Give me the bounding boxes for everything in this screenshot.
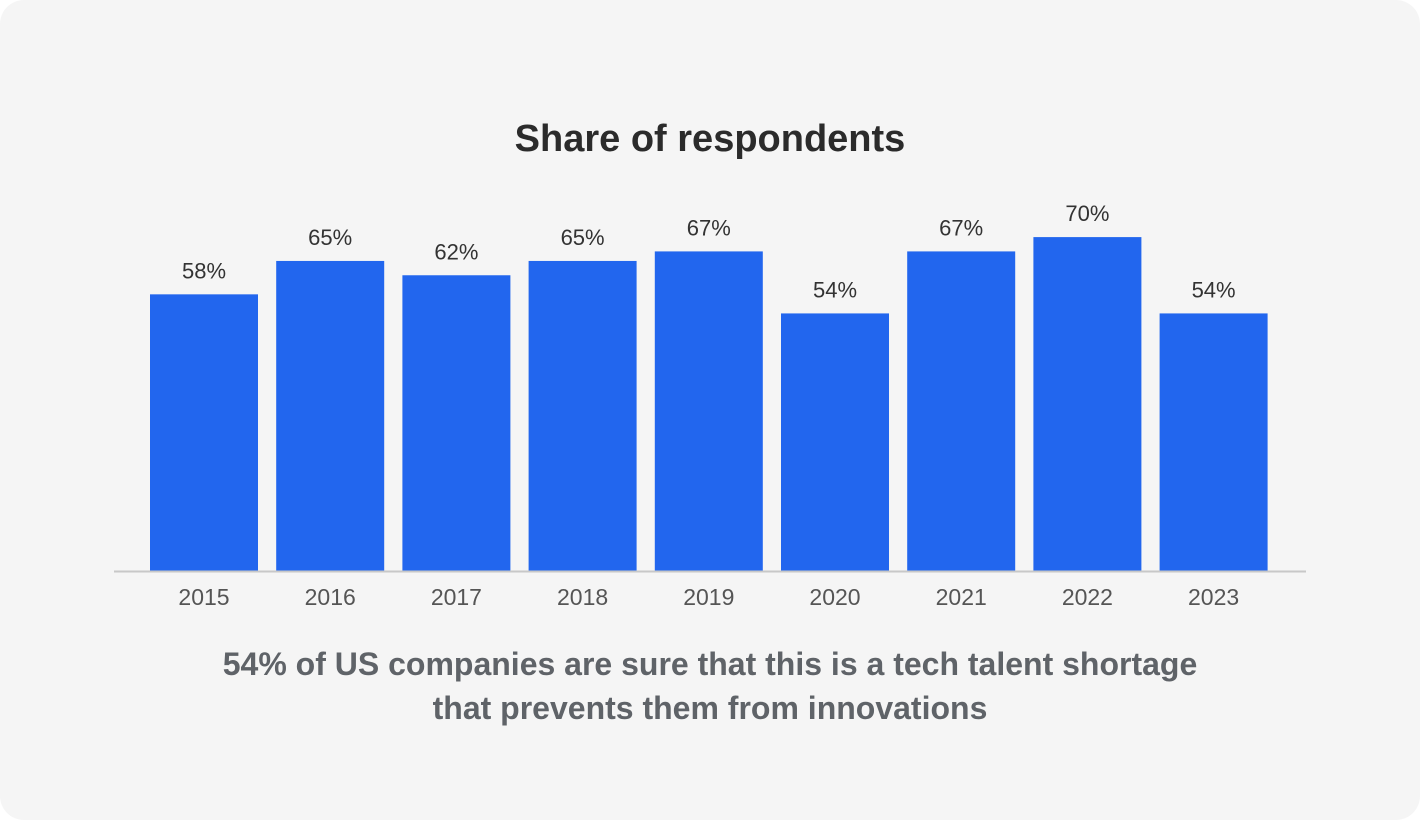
bar-2016 xyxy=(276,260,385,571)
data-label-2015: 58% xyxy=(182,258,226,283)
x-tick-label-2020: 2020 xyxy=(809,584,860,610)
bar-2022 xyxy=(1033,237,1142,571)
x-tick-label-2016: 2016 xyxy=(305,584,356,610)
data-label-2017: 62% xyxy=(434,239,478,264)
data-label-2018: 65% xyxy=(561,225,605,250)
bar-2023 xyxy=(1159,313,1268,571)
bar-2015 xyxy=(150,294,258,571)
bar-2017 xyxy=(402,275,511,571)
data-label-2016: 65% xyxy=(308,225,352,250)
x-tick-label-2015: 2015 xyxy=(178,584,229,610)
bar-2018 xyxy=(528,260,637,571)
bar-2019 xyxy=(654,251,763,571)
data-label-2020: 54% xyxy=(813,277,857,302)
chart-title: Share of respondents xyxy=(514,118,906,160)
bar-2020 xyxy=(781,313,889,571)
caption-line-1: 54% of US companies are sure that this i… xyxy=(222,646,1198,682)
caption-line-2: that prevents them from innovations xyxy=(432,690,988,726)
x-tick-label-2019: 2019 xyxy=(683,584,734,610)
x-tick-label-2023: 2023 xyxy=(1188,584,1239,610)
x-tick-label-2017: 2017 xyxy=(431,584,482,610)
x-tick-label-2018: 2018 xyxy=(557,584,608,610)
chart-caption: 54% of US companies are sure that this i… xyxy=(0,642,1420,730)
data-label-2019: 67% xyxy=(687,215,731,240)
data-label-2021: 67% xyxy=(939,215,983,240)
x-tick-label-2021: 2021 xyxy=(936,584,987,610)
data-label-2022: 70% xyxy=(1065,201,1109,226)
x-tick-label-2022: 2022 xyxy=(1062,584,1113,610)
data-label-2023: 54% xyxy=(1192,277,1236,302)
bar-2021 xyxy=(907,251,1016,571)
